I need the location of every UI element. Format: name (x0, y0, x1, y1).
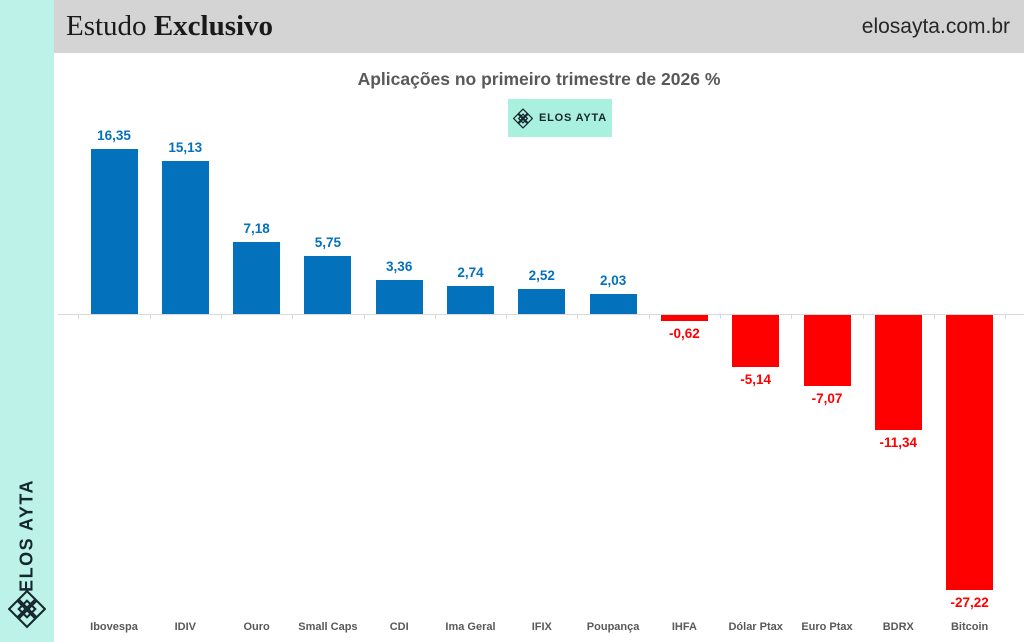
bar-Small Caps (304, 255, 352, 314)
bar-Ouro (233, 241, 281, 314)
x-axis-line (58, 314, 1024, 315)
brand-title-regular: Estudo (66, 10, 147, 42)
axis-tick (506, 315, 508, 319)
bar-Ibovespa (90, 148, 138, 314)
category-label-Ima Geral: Ima Geral (445, 621, 496, 633)
brand-title-bold: Exclusivo (153, 10, 274, 42)
lattice-diamond-icon (513, 107, 534, 129)
bar-BDRX (874, 315, 922, 430)
category-label-BDRX: BDRX (882, 621, 914, 633)
value-label-Dólar Ptax: -5,14 (740, 371, 772, 387)
axis-tick (862, 315, 864, 319)
axis-tick (648, 315, 650, 319)
bar-Euro Ptax (803, 315, 851, 387)
category-label-CDI: CDI (389, 621, 409, 633)
category-label-IDIV: IDIV (174, 621, 196, 633)
bar-Poupança (589, 293, 637, 314)
axis-tick (791, 315, 793, 319)
axis-tick (720, 315, 721, 319)
value-label-Ouro: 7,18 (243, 220, 270, 236)
category-label-Dólar Ptax: Dólar Ptax (728, 621, 783, 633)
axis-tick (78, 315, 80, 319)
category-label-Poupança: Poupança (586, 621, 640, 633)
value-label-Small Caps: 5,75 (314, 234, 342, 250)
category-label-Ouro: Ouro (243, 621, 270, 633)
sidebar: ELOS AYTA (0, 0, 54, 642)
bar-IHFA (660, 315, 708, 322)
category-label-Ibovespa: Ibovespa (90, 621, 138, 633)
category-label-Small Caps: Small Caps (298, 621, 358, 633)
bar-IDIV (161, 161, 209, 314)
value-label-Bitcoin: -27,22 (950, 594, 989, 610)
category-label-Bitcoin: Bitcoin (950, 621, 989, 633)
website-url: elosayta.com.br (861, 14, 1010, 38)
header: Estudo Exclusivo elosayta.com.br (54, 0, 1024, 53)
axis-tick (149, 315, 151, 319)
legend-badge: ELOS AYTA (508, 99, 612, 137)
axis-tick (220, 315, 222, 319)
category-label-IFIX: IFIX (531, 621, 552, 633)
value-label-IDIV: 15,13 (168, 140, 203, 156)
axis-tick (292, 315, 294, 319)
value-label-CDI: 3,36 (386, 259, 413, 275)
axis-tick (933, 315, 935, 319)
value-label-Ibovespa: 16,35 (97, 127, 131, 143)
value-label-Poupança: 2,03 (599, 272, 627, 288)
legend-badge-label: ELOS AYTA (539, 112, 607, 124)
lattice-diamond-icon (7, 589, 47, 634)
sidebar-brand-text: ELOS AYTA (16, 479, 37, 592)
category-label-IHFA: IHFA (671, 621, 697, 633)
plot: 16,35 Ibovespa 15,13 IDIV 7,18 Ouro 5,75 Small … (54, 53, 1024, 642)
bar-CDI (375, 280, 423, 314)
axis-tick (577, 315, 579, 319)
brand-title: Estudo Exclusivo (66, 10, 273, 43)
axis-tick (1005, 315, 1007, 319)
value-label-BDRX: -11,34 (879, 434, 918, 450)
chart-area: Aplicações no primeiro trimestre de 2026… (54, 53, 1024, 642)
value-label-IFIX: 2,52 (528, 267, 555, 283)
bar-Bitcoin (946, 315, 994, 590)
bar-IFIX (518, 288, 566, 314)
value-label-IHFA: -0,62 (669, 326, 700, 342)
axis-tick (363, 315, 365, 319)
chart-title: Aplicações no primeiro trimestre de 2026… (357, 69, 721, 89)
bar-Dólar Ptax (732, 315, 780, 367)
bar-Ima Geral (447, 286, 494, 314)
value-label-Euro Ptax: -7,07 (811, 391, 843, 407)
value-label-Ima Geral: 2,74 (457, 265, 484, 281)
axis-tick (434, 315, 436, 319)
category-label-Euro Ptax: Euro Ptax (801, 621, 853, 633)
